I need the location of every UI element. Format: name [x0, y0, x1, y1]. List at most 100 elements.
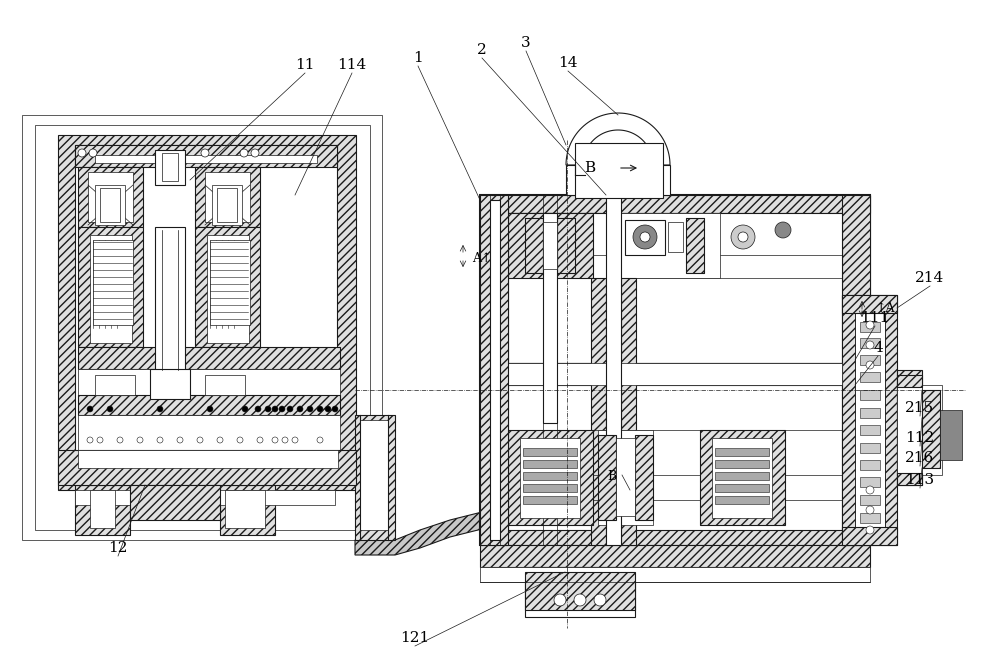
Bar — [700, 430, 785, 525]
Bar — [616, 438, 635, 516]
Polygon shape — [355, 508, 760, 555]
Text: 111: 111 — [860, 311, 890, 325]
Bar — [842, 527, 897, 545]
Bar — [520, 438, 580, 518]
Bar — [220, 485, 275, 535]
Circle shape — [866, 526, 874, 534]
Bar — [653, 165, 670, 195]
Bar — [360, 420, 388, 530]
Bar — [712, 438, 772, 518]
Bar — [686, 218, 704, 273]
Bar — [525, 218, 543, 273]
Bar — [95, 185, 125, 225]
Bar — [715, 484, 769, 492]
Bar — [150, 369, 190, 399]
Bar — [205, 375, 245, 395]
Circle shape — [197, 437, 203, 443]
Bar — [523, 496, 577, 504]
Bar — [598, 435, 616, 520]
Bar — [922, 385, 942, 475]
Bar — [480, 195, 508, 545]
Bar — [508, 385, 842, 530]
Bar — [508, 213, 842, 363]
Bar — [195, 227, 260, 347]
Bar — [58, 450, 356, 485]
Circle shape — [78, 149, 86, 157]
Circle shape — [292, 437, 298, 443]
Bar — [508, 213, 593, 278]
Bar — [480, 363, 870, 385]
Circle shape — [317, 406, 323, 412]
Polygon shape — [566, 113, 670, 165]
Bar — [130, 485, 220, 520]
Text: 121: 121 — [400, 631, 430, 645]
Text: 14: 14 — [558, 56, 578, 70]
Bar — [897, 473, 922, 485]
Circle shape — [307, 406, 313, 412]
Bar — [860, 495, 880, 505]
Bar — [842, 295, 897, 313]
Bar — [78, 395, 340, 415]
Bar — [575, 143, 663, 198]
Bar — [668, 222, 683, 252]
Circle shape — [287, 406, 293, 412]
Bar — [88, 172, 133, 222]
Bar — [860, 425, 880, 435]
Circle shape — [554, 594, 566, 606]
Circle shape — [242, 406, 248, 412]
Bar — [606, 195, 621, 545]
Circle shape — [325, 406, 331, 412]
Bar — [480, 567, 870, 582]
Text: 215: 215 — [905, 401, 935, 415]
Circle shape — [240, 149, 248, 157]
Bar — [58, 135, 356, 490]
Bar — [525, 567, 635, 617]
Circle shape — [574, 594, 586, 606]
Bar — [897, 370, 922, 485]
Bar — [155, 227, 185, 372]
Bar — [205, 172, 250, 222]
Circle shape — [272, 437, 278, 443]
Text: 112: 112 — [905, 431, 935, 445]
Circle shape — [633, 225, 657, 249]
Text: 12: 12 — [108, 541, 128, 555]
Bar — [715, 496, 769, 504]
Bar — [860, 513, 880, 523]
Bar — [523, 484, 577, 492]
Bar — [860, 408, 880, 418]
Circle shape — [731, 225, 755, 249]
Bar — [523, 460, 577, 468]
Bar — [480, 195, 870, 545]
Bar — [90, 490, 115, 528]
Bar — [480, 195, 870, 213]
Bar — [207, 235, 249, 343]
Bar — [508, 430, 593, 525]
Circle shape — [866, 486, 874, 494]
Circle shape — [157, 437, 163, 443]
Bar — [860, 460, 880, 470]
Circle shape — [201, 149, 209, 157]
Bar — [95, 375, 135, 395]
Circle shape — [332, 406, 338, 412]
Bar — [860, 390, 880, 400]
Text: 214: 214 — [915, 271, 945, 285]
Bar — [75, 145, 337, 167]
Circle shape — [207, 406, 213, 412]
Circle shape — [640, 232, 650, 242]
Bar — [860, 477, 880, 487]
Bar — [922, 390, 940, 468]
Circle shape — [775, 222, 791, 238]
Bar — [860, 355, 880, 365]
Bar — [78, 227, 143, 347]
Bar — [75, 485, 130, 535]
Bar — [557, 218, 575, 273]
Circle shape — [157, 406, 163, 412]
Text: 4: 4 — [873, 341, 883, 355]
Bar — [842, 195, 870, 545]
Bar — [355, 415, 395, 540]
Text: 114: 114 — [337, 58, 367, 72]
Bar — [543, 222, 557, 269]
Text: A↑: A↑ — [472, 251, 492, 265]
Bar — [195, 167, 260, 227]
Bar — [22, 115, 382, 540]
